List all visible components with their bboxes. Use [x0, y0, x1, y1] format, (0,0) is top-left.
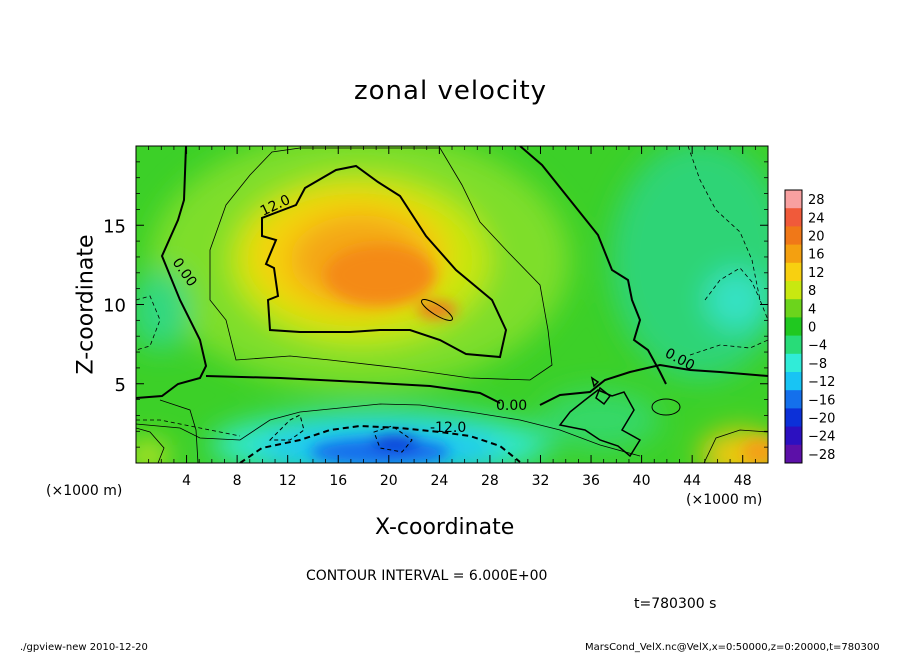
colorbar-label: −28 [808, 448, 835, 463]
x-tick-label: 8 [233, 473, 242, 489]
x-unit-label-right: (×1000 m) [686, 492, 763, 508]
colorbar-swatch [785, 353, 802, 373]
x-tick-label: 4 [182, 473, 191, 489]
colorbar-label: 4 [808, 302, 816, 317]
colorbar-swatch [785, 444, 802, 464]
colorbar-swatch [785, 226, 802, 246]
x-unit-label-left: (×1000 m) [46, 483, 123, 499]
y-tick-label: 5 [115, 375, 126, 396]
x-tick-label: 32 [532, 473, 550, 489]
colorbar: 28 24 20 16 12 8 4 0 −4 −8 −12 −16 −20 −24 −28 [784, 189, 835, 464]
x-tick-label: 20 [380, 473, 398, 489]
colorbar-label: 16 [808, 248, 825, 263]
colorbar-swatch [785, 372, 802, 391]
contour-0 [136, 146, 208, 399]
colorbar-swatch [785, 190, 802, 209]
x-tick-label: 36 [582, 473, 600, 489]
colorbar-swatch [785, 299, 802, 318]
contour-12 [261, 164, 508, 359]
colorbar-label: 20 [808, 230, 825, 245]
colorbar-label: 12 [808, 266, 825, 281]
heatmap-field: 12.0 0.00 0.00 0.00 -12.0 [136, 146, 768, 463]
x-tick-label: 24 [430, 473, 448, 489]
x-tick-label: 12 [279, 473, 297, 489]
contour-label-0-mid: 0.00 [496, 398, 527, 414]
colorbar-label: −4 [808, 339, 827, 354]
colorbar-frame [784, 189, 803, 464]
colorbar-swatch [785, 426, 802, 446]
colorbar-swatch [785, 208, 802, 227]
colorbar-swatch [785, 281, 802, 300]
y-axis-ticks: 5 10 15 [103, 161, 768, 448]
contour-label-neg12: -12.0 [430, 420, 466, 436]
x-tick-label: 48 [734, 473, 752, 489]
x-axis-title: X-coordinate [375, 515, 515, 540]
colorbar-swatch [785, 262, 802, 282]
colorbar-label: −24 [808, 430, 835, 445]
colorbar-label: 24 [808, 211, 825, 226]
contour-interval-text: CONTOUR INTERVAL = 6.000E+00 [306, 568, 548, 584]
colorbar-swatch [785, 408, 802, 428]
colorbar-label: −12 [808, 375, 835, 390]
y-tick-label: 15 [103, 216, 126, 237]
x-tick-label: 28 [481, 473, 499, 489]
footer-right: MarsCond_VelX.nc@VelX,x=0:50000,z=0:2000… [585, 642, 880, 653]
colorbar-swatch [785, 317, 802, 337]
time-text: t=780300 s [634, 596, 717, 612]
colorbar-label: −20 [808, 412, 835, 427]
colorbar-swatch [785, 335, 802, 355]
contour-6 [209, 147, 553, 381]
colorbar-label: −8 [808, 357, 827, 372]
colorbar-label: 8 [808, 284, 816, 299]
colorbar-swatch [785, 244, 802, 264]
colorbar-label: 28 [808, 193, 825, 208]
x-axis-ticks: 4 8 12 16 20 24 28 32 36 40 44 48 [148, 146, 756, 489]
chart-title: zonal velocity [354, 76, 548, 106]
x-tick-label: 40 [633, 473, 651, 489]
x-tick-label: 16 [329, 473, 347, 489]
colorbar-swatch [785, 390, 802, 409]
colorbar-label: −16 [808, 393, 835, 408]
y-tick-label: 10 [103, 296, 126, 317]
colorbar-label: 0 [808, 321, 816, 336]
y-axis-title: Z-coordinate [73, 234, 99, 375]
footer-left: ./gpview-new 2010-12-20 [20, 642, 148, 653]
x-tick-label: 44 [683, 473, 701, 489]
